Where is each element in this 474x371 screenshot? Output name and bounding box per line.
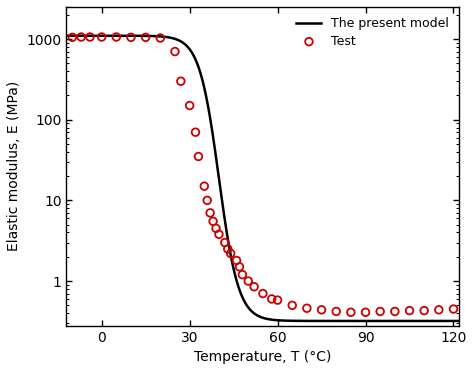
Test bbox=[191, 129, 199, 135]
The present model bbox=[104, 33, 109, 38]
Test bbox=[406, 308, 413, 313]
The present model bbox=[456, 319, 462, 323]
Test bbox=[318, 307, 325, 313]
Test bbox=[233, 257, 240, 263]
Test bbox=[450, 306, 457, 312]
Test bbox=[86, 34, 94, 40]
Y-axis label: Elastic modulus, E (MPa): Elastic modulus, E (MPa) bbox=[7, 81, 21, 252]
Test bbox=[177, 78, 184, 84]
The present model bbox=[222, 221, 228, 226]
Test bbox=[250, 284, 258, 290]
The present model bbox=[333, 319, 339, 323]
Test bbox=[259, 290, 267, 296]
Test bbox=[224, 246, 231, 252]
Test bbox=[268, 296, 275, 302]
Test bbox=[212, 226, 220, 232]
Test bbox=[142, 35, 149, 40]
Test bbox=[238, 272, 246, 278]
Test bbox=[206, 210, 214, 216]
Test bbox=[127, 35, 135, 40]
Test bbox=[435, 307, 443, 313]
Test bbox=[376, 308, 384, 314]
Test bbox=[186, 102, 193, 108]
Test bbox=[203, 197, 211, 203]
Test bbox=[112, 34, 120, 40]
Test bbox=[171, 49, 179, 55]
Test bbox=[332, 308, 340, 314]
Test bbox=[245, 278, 252, 284]
Test bbox=[201, 183, 208, 189]
Line: The present model: The present model bbox=[66, 36, 459, 321]
Test bbox=[274, 297, 282, 303]
X-axis label: Temperature, T (°C): Temperature, T (°C) bbox=[194, 350, 332, 364]
Legend: The present model, Test: The present model, Test bbox=[293, 13, 453, 52]
The present model bbox=[370, 319, 376, 323]
The present model bbox=[64, 33, 69, 38]
Test bbox=[362, 309, 369, 315]
Test bbox=[391, 308, 399, 314]
Test bbox=[347, 309, 355, 315]
Test bbox=[420, 308, 428, 313]
Test bbox=[195, 154, 202, 160]
Test bbox=[77, 34, 85, 40]
Test bbox=[227, 250, 235, 256]
Test bbox=[69, 35, 76, 40]
Test bbox=[303, 305, 310, 311]
The present model bbox=[237, 288, 242, 292]
Test bbox=[221, 240, 228, 246]
Test bbox=[215, 231, 223, 237]
Test bbox=[236, 264, 243, 270]
Test bbox=[289, 302, 296, 308]
Test bbox=[156, 35, 164, 41]
Test bbox=[98, 34, 105, 40]
The present model bbox=[377, 319, 383, 323]
Test bbox=[210, 219, 217, 224]
